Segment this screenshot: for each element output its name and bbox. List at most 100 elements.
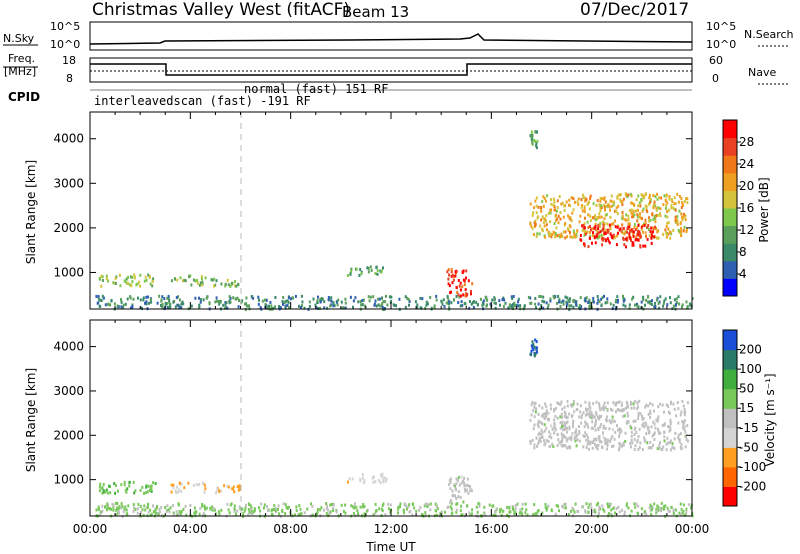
velocity-cell [603, 509, 606, 513]
velocity-cell [516, 502, 519, 506]
power-cell [662, 301, 665, 305]
power-cell [328, 298, 331, 302]
power-cell [634, 238, 637, 242]
power-cell [486, 303, 488, 307]
velocity-cell [99, 482, 102, 486]
velocity-cell [533, 503, 536, 507]
velocity-cell [582, 411, 585, 415]
velocity-cell [575, 444, 578, 448]
power-cell [627, 214, 630, 218]
velocity-cell [397, 507, 400, 511]
velocity-cell [109, 491, 112, 495]
power-cell [575, 233, 578, 237]
power-cell [543, 224, 546, 228]
velocity-cell [118, 511, 120, 515]
velocity-cell [189, 504, 192, 507]
velocity-cell [281, 510, 284, 513]
velocity-cell [227, 485, 230, 489]
power-cell [124, 302, 127, 306]
power-cell [615, 234, 618, 238]
velocity-cell [145, 485, 148, 489]
power-cell [672, 304, 675, 308]
power-cell [549, 297, 552, 301]
power-cell [629, 192, 632, 196]
velocity-cell [630, 438, 633, 442]
velocity-cell [132, 509, 135, 513]
velocity-cell [236, 485, 239, 489]
power-cell [493, 301, 496, 305]
velocity-cell [117, 489, 119, 493]
power-cell [278, 305, 281, 308]
power-cell [543, 300, 546, 304]
power-cell [459, 294, 462, 298]
velocity-cell [670, 505, 673, 509]
velocity-cell [594, 423, 597, 426]
power-cell [107, 279, 110, 283]
power-cell [665, 235, 668, 239]
velocity-cell [573, 409, 576, 413]
velocity-cell [218, 512, 221, 516]
power-cell [200, 277, 203, 281]
velocity-cell [247, 508, 250, 511]
power-cell [557, 295, 560, 298]
velocity-cell [536, 350, 539, 354]
velocity-cell [99, 510, 102, 514]
velocity-cell [565, 439, 568, 443]
velocity-cell [657, 415, 660, 419]
velocity-cell [611, 420, 614, 424]
power-cell [681, 305, 683, 309]
power-cell [179, 276, 182, 280]
power-cell [569, 204, 572, 208]
power-cell [326, 306, 329, 310]
velocity-cell [232, 487, 234, 491]
power-cell [601, 235, 603, 239]
velocity-cell [102, 483, 105, 486]
velocity-cell [381, 472, 384, 476]
power-cell [602, 238, 605, 242]
power-cell [682, 229, 685, 233]
power-cell [489, 302, 492, 306]
velocity-cell [630, 406, 633, 410]
velocity-cell [253, 509, 256, 512]
power-cell [244, 302, 246, 306]
velocity-cell [684, 430, 687, 434]
y-tick-label: 3000 [53, 176, 84, 190]
power-cell [178, 306, 181, 310]
power-cell [408, 300, 411, 303]
power-cell [674, 202, 677, 206]
velocity-cell [149, 513, 152, 517]
velocity-cell [651, 434, 654, 438]
velocity-cell [332, 503, 335, 507]
velocity-cell [150, 512, 153, 516]
velocity-cell [548, 435, 551, 439]
velocity-cell [532, 348, 535, 352]
power-cell [616, 225, 619, 229]
velocity-cell [587, 505, 590, 509]
velocity-cell [362, 481, 365, 485]
power-cell [268, 304, 270, 308]
velocity-cell [650, 425, 653, 429]
power-cell [554, 234, 557, 238]
velocity-cell [647, 446, 650, 450]
velocity-cell [656, 509, 659, 513]
power-cell [130, 275, 132, 279]
velocity-cell [655, 507, 658, 511]
power-cell [679, 221, 682, 225]
velocity-cell [533, 405, 536, 409]
velocity-cell [520, 511, 523, 515]
velocity-cell [659, 507, 662, 511]
power-cell [546, 228, 548, 232]
power-cell [455, 285, 458, 289]
velocity-cell [136, 511, 139, 515]
velocity-cell [541, 406, 544, 410]
velocity-cell [98, 507, 100, 511]
power-cell [635, 235, 638, 239]
power-cell [214, 300, 217, 304]
velocity-cell [491, 504, 494, 508]
velocity-cell [228, 511, 231, 515]
power-cell [541, 299, 544, 303]
velocity-cell [556, 432, 559, 436]
velocity-cell [120, 502, 123, 506]
velocity-cell [101, 504, 104, 508]
power-cell [250, 295, 253, 298]
